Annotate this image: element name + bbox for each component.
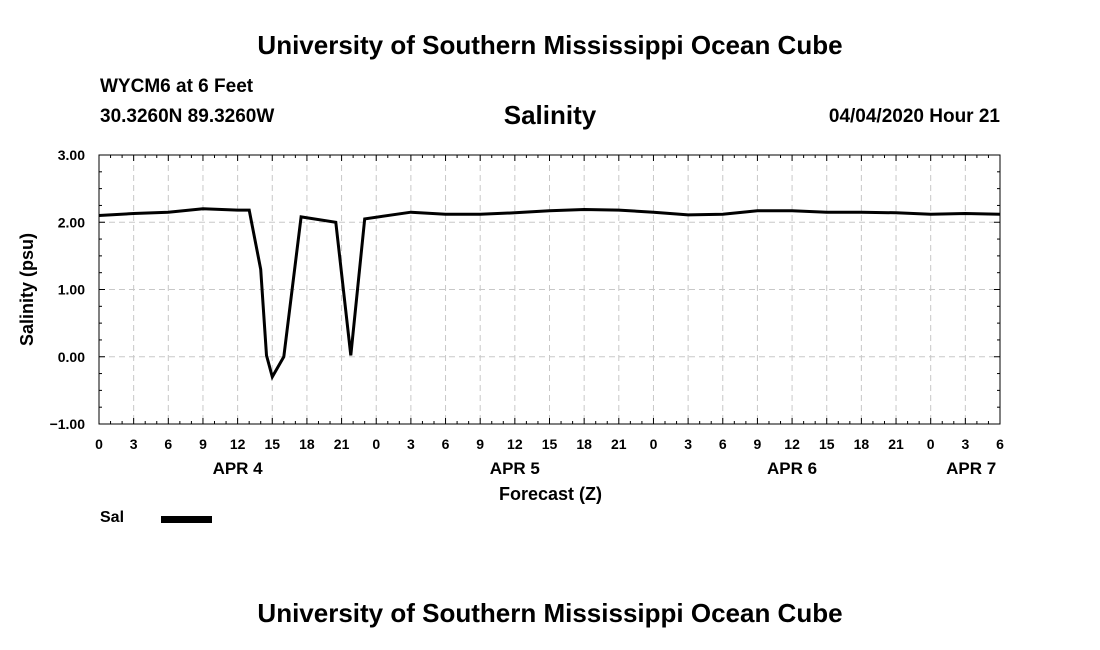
x-tick-label: 0 <box>95 436 103 452</box>
x-tick-label: 0 <box>927 436 935 452</box>
y-tick-label: 2.00 <box>58 214 85 230</box>
x-tick-label: 3 <box>407 436 415 452</box>
x-tick-label: 21 <box>888 436 904 452</box>
chart-series <box>98 207 1001 381</box>
station-name: WYCM6 at 6 Feet <box>100 76 254 97</box>
day-label: APR 4 <box>213 459 264 478</box>
x-tick-label: 6 <box>442 436 450 452</box>
x-tick-label: 21 <box>611 436 627 452</box>
x-tick-label: 15 <box>264 436 280 452</box>
x-tick-label: 6 <box>996 436 1004 452</box>
x-tick-label: 9 <box>754 436 762 452</box>
x-axis-label: Forecast (Z) <box>499 484 602 504</box>
chart-grid <box>99 155 1000 424</box>
x-tick-label: 15 <box>542 436 558 452</box>
x-tick-label: 3 <box>961 436 969 452</box>
y-tick-label: 1.00 <box>58 282 85 298</box>
legend-swatch <box>161 516 212 523</box>
y-tick-label: 3.00 <box>58 147 85 163</box>
x-tick-label: 21 <box>334 436 350 452</box>
series-line-sal <box>98 207 1001 381</box>
y-tick-label: 0.00 <box>58 349 85 365</box>
station-coordinates: 30.3260N 89.3260W <box>100 106 275 127</box>
page-title: University of Southern Mississippi Ocean… <box>257 30 843 60</box>
x-tick-label: 18 <box>854 436 870 452</box>
x-tick-label: 9 <box>199 436 207 452</box>
x-tick-label: 6 <box>164 436 172 452</box>
x-tick-label: 15 <box>819 436 835 452</box>
x-tick-label: 12 <box>230 436 246 452</box>
x-tick-label: 3 <box>684 436 692 452</box>
legend-label: Sal <box>100 509 125 526</box>
x-tick-label: 18 <box>576 436 592 452</box>
x-tick-label: 12 <box>507 436 523 452</box>
footer-title: University of Southern Mississippi Ocean… <box>257 598 843 628</box>
y-tick-label: −1.00 <box>50 416 86 432</box>
chart-axes: 0 3 6 9 12 15 18 21 0 3 6 9 12 15 18 21 0 3 6 9 12 15 18 21 0 3 6 −… <box>50 147 1005 478</box>
x-tick-label: 3 <box>130 436 138 452</box>
x-tick-label: 9 <box>476 436 484 452</box>
x-tick-label: 0 <box>372 436 380 452</box>
day-label: APR 6 <box>767 459 817 478</box>
x-tick-label: 18 <box>299 436 315 452</box>
y-axis-label: Salinity (psu) <box>17 233 37 346</box>
x-tick-label: 12 <box>784 436 800 452</box>
day-label: APR 7 <box>946 459 996 478</box>
chart-title: Salinity <box>503 100 597 130</box>
x-tick-label: 6 <box>719 436 727 452</box>
day-label: APR 5 <box>490 459 540 478</box>
x-tick-label: 0 <box>650 436 658 452</box>
forecast-date: 04/04/2020 Hour 21 <box>828 106 1000 127</box>
